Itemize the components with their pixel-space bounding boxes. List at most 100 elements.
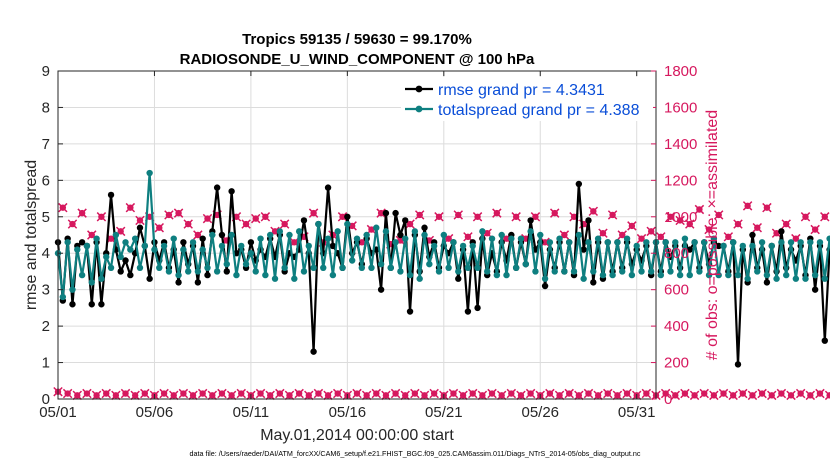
obs-assimilated-marker — [96, 212, 107, 222]
totalspread-point — [821, 275, 828, 282]
totalspread-point — [657, 271, 665, 279]
y-right-tick-label: 1600 — [664, 99, 697, 116]
obs-assimilated-marker — [371, 388, 382, 399]
totalspread-point — [387, 264, 394, 271]
axis-ticks: 05/01 05/06 05/11 05/16 05/21 05/26 05/31 0 1 2 3 4… — [39, 63, 697, 421]
legend-spread-label: totalspread grand pr = 4.388 — [438, 102, 640, 119]
obs-assimilated-marker — [496, 390, 507, 401]
totalspread-point — [696, 268, 703, 275]
y-left-tick-label: 7 — [42, 136, 50, 153]
series-layer — [53, 169, 830, 401]
totalspread-point — [701, 239, 708, 246]
obs-assimilated-marker — [738, 388, 748, 399]
totalspread-point — [561, 268, 568, 275]
totalspread-point — [565, 239, 573, 246]
totalspread-point — [310, 264, 317, 271]
totalspread-point — [156, 264, 163, 271]
rmse-point — [98, 301, 105, 308]
obs-assimilated-marker — [477, 390, 488, 401]
totalspread-point — [445, 264, 452, 271]
totalspread-point — [590, 268, 597, 275]
totalspread-point — [213, 268, 221, 275]
x-axis-label: May.01,2014 00:00:00 start — [260, 427, 454, 444]
obs-assimilated-marker — [752, 222, 763, 233]
totalspread-point — [377, 260, 385, 268]
totalspread-point — [262, 271, 269, 279]
totalspread-point — [546, 239, 554, 246]
totalspread-point — [537, 231, 544, 239]
totalspread-point — [532, 268, 539, 275]
totalspread-point — [739, 242, 747, 250]
totalspread-point — [778, 239, 785, 246]
x-tick-label: 05/16 — [329, 404, 367, 421]
obs-assimilated-marker — [125, 202, 136, 213]
totalspread-point — [69, 286, 76, 293]
x-tick-label: 05/11 — [233, 404, 269, 421]
totalspread-point — [749, 242, 756, 250]
y-right-tick-label: 1000 — [664, 209, 697, 226]
totalspread-point — [604, 239, 611, 246]
totalspread-point — [459, 242, 467, 250]
totalspread-point — [300, 268, 308, 275]
totalspread-point — [329, 271, 337, 279]
totalspread-point — [686, 271, 693, 279]
totalspread-point — [402, 235, 409, 242]
obs-assimilated-marker — [574, 390, 584, 401]
rmse-point — [715, 242, 722, 250]
totalspread-point — [512, 264, 520, 271]
totalspread-point — [729, 239, 737, 246]
obs-assimilated-marker — [805, 390, 816, 401]
rmse-point — [406, 308, 414, 315]
obs-assimilated-marker — [641, 388, 652, 399]
obs-assimilated-marker — [492, 208, 502, 218]
obs-assimilated-marker — [588, 206, 599, 217]
obs-assimilated-marker — [250, 213, 261, 224]
totalspread-point — [151, 246, 158, 253]
totalspread-point — [522, 260, 529, 268]
totalspread-point — [430, 242, 438, 250]
totalspread-point — [802, 275, 809, 282]
obs-assimilated-marker — [800, 212, 811, 222]
obs-assimilated-marker — [390, 388, 401, 399]
obs-assimilated-marker — [549, 208, 560, 218]
obs-assimilated-marker — [670, 390, 681, 401]
obs-assimilated-marker — [173, 208, 184, 218]
totalspread-point — [570, 268, 578, 275]
y-right-tick-label: 200 — [664, 355, 689, 372]
obs-assimilated-marker — [169, 390, 179, 401]
obs-assimilated-marker — [603, 388, 613, 399]
obs-assimilated-marker — [294, 388, 304, 399]
totalspread-point — [816, 239, 824, 246]
totalspread-point — [662, 239, 669, 246]
totalspread-point — [450, 239, 457, 246]
y-left-tick-label: 1 — [42, 355, 50, 372]
rmse-point — [300, 217, 308, 224]
totalspread-point — [392, 239, 399, 246]
plot-frame — [57, 70, 657, 400]
totalspread-point — [175, 271, 182, 279]
obs-assimilated-marker — [323, 390, 333, 401]
obs-assimilated-marker — [646, 226, 656, 237]
totalspread-point — [705, 271, 713, 279]
totalspread-point — [773, 275, 780, 282]
legend-spread-marker — [415, 105, 423, 113]
totalspread-point — [165, 268, 173, 275]
totalspread-point — [373, 224, 380, 231]
totalspread-point — [498, 231, 505, 239]
totalspread-point — [455, 268, 462, 275]
y-left-tick-label: 3 — [42, 282, 50, 299]
rmse-point — [310, 348, 317, 355]
totalspread-point — [78, 271, 86, 279]
totalspread-point — [479, 228, 486, 235]
totalspread-point — [807, 239, 814, 246]
totalspread-point — [488, 235, 496, 242]
obs-assimilated-marker — [337, 212, 348, 222]
obs-assimilated-marker — [265, 390, 275, 401]
totalspread-point — [252, 268, 259, 275]
totalspread-point — [619, 268, 626, 275]
totalspread-point — [397, 268, 404, 275]
obs-assimilated-marker — [525, 388, 536, 399]
totalspread-point — [271, 275, 279, 282]
y-right-tick-label: 1200 — [664, 172, 697, 189]
